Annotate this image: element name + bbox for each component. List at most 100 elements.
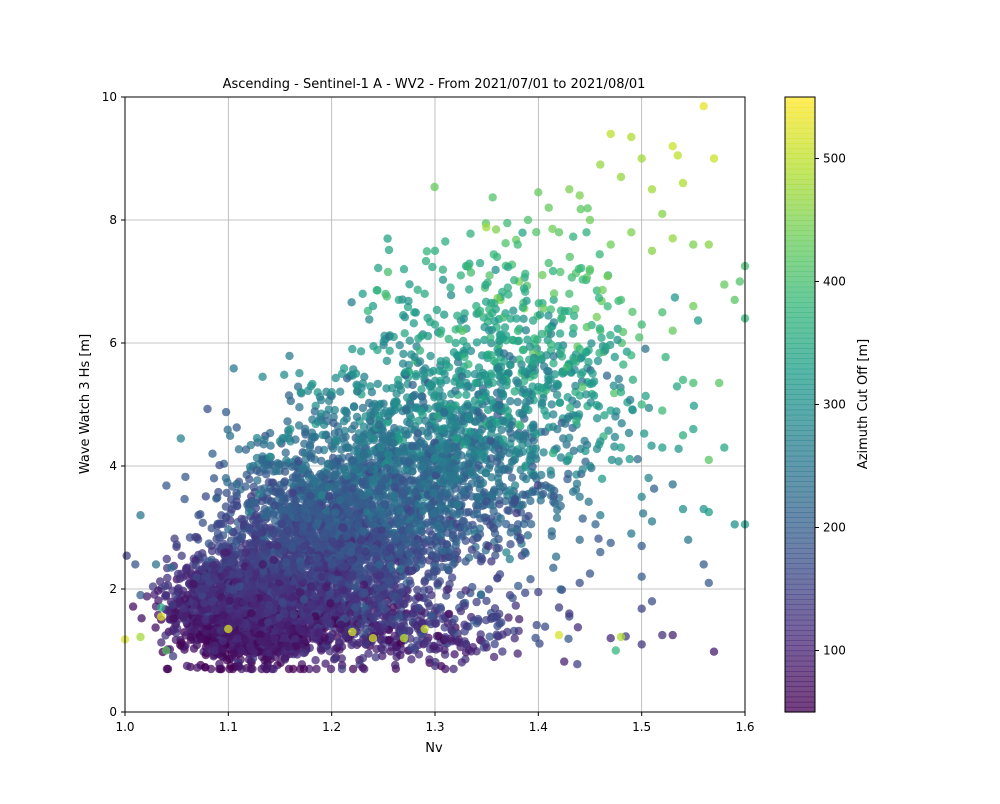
data-point (673, 382, 681, 390)
data-point (566, 253, 574, 261)
data-point (531, 634, 539, 642)
data-point (151, 623, 159, 631)
data-point (440, 311, 448, 319)
data-point (169, 652, 177, 660)
data-point (483, 279, 491, 287)
data-point (365, 315, 373, 323)
data-point (379, 646, 387, 654)
data-point (443, 586, 451, 594)
data-point (626, 455, 634, 463)
data-point (476, 259, 484, 267)
data-point (230, 364, 238, 372)
data-point (301, 425, 309, 433)
data-point (374, 380, 382, 388)
data-point (553, 514, 561, 522)
data-point (485, 585, 493, 593)
data-point (511, 387, 519, 395)
data-point (280, 371, 288, 379)
data-point (383, 292, 391, 300)
data-point (205, 539, 213, 547)
data-point (178, 552, 186, 560)
data-point (181, 473, 189, 481)
data-point (396, 341, 404, 349)
data-point (262, 470, 270, 478)
data-point (329, 419, 337, 427)
data-point (462, 391, 470, 399)
data-point (308, 415, 316, 423)
data-point (436, 330, 444, 338)
data-point (157, 638, 165, 646)
data-point (458, 658, 466, 666)
data-point (603, 372, 611, 380)
data-point (569, 233, 577, 241)
data-point (448, 627, 456, 635)
data-point (537, 496, 545, 504)
data-point (615, 457, 623, 465)
data-point (383, 357, 391, 365)
data-point (425, 556, 433, 564)
data-point (504, 613, 512, 621)
data-point (317, 457, 325, 465)
data-point (534, 481, 542, 489)
data-point (391, 661, 399, 669)
data-point (428, 263, 436, 271)
data-point (498, 647, 506, 655)
data-point (329, 444, 337, 452)
data-point (593, 313, 601, 321)
data-point (521, 549, 529, 557)
data-point (514, 327, 522, 335)
data-point (253, 434, 261, 442)
data-point (611, 433, 619, 441)
data-point (492, 225, 500, 233)
data-point (137, 614, 145, 622)
data-point (550, 487, 558, 495)
data-point (504, 283, 512, 291)
data-point (549, 449, 557, 457)
data-point (504, 263, 512, 271)
data-point (446, 489, 454, 497)
data-point (585, 498, 593, 506)
data-point (499, 313, 507, 321)
data-point (466, 230, 474, 238)
data-point (449, 665, 457, 673)
data-point (388, 384, 396, 392)
data-point (258, 373, 266, 381)
data-point (417, 560, 425, 568)
data-point (639, 509, 647, 517)
data-point (635, 333, 643, 341)
data-point (472, 598, 480, 606)
data-point (352, 584, 360, 592)
data-point (642, 392, 650, 400)
data-point (405, 280, 413, 288)
data-point (510, 276, 518, 284)
data-point (282, 449, 290, 457)
data-point (180, 495, 188, 503)
data-point (487, 557, 495, 565)
data-point (506, 361, 514, 369)
data-point (604, 302, 612, 310)
data-point (163, 555, 171, 563)
data-point (595, 402, 603, 410)
chart-title: Ascending - Sentinel-1 A - WV2 - From 20… (223, 77, 646, 92)
data-point (553, 382, 561, 390)
data-point (549, 564, 557, 572)
data-point (628, 308, 636, 316)
data-point (579, 465, 587, 473)
data-point (242, 446, 250, 454)
data-point (650, 485, 658, 493)
data-point (421, 417, 429, 425)
data-point (511, 634, 519, 642)
data-point (579, 275, 587, 283)
data-point (226, 432, 234, 440)
data-point (306, 441, 314, 449)
data-point (618, 419, 626, 427)
data-point (202, 492, 210, 500)
data-point (597, 334, 605, 342)
data-point (671, 293, 679, 301)
data-point (401, 313, 409, 321)
data-point (515, 337, 523, 345)
data-point (501, 239, 509, 247)
data-point (539, 448, 547, 456)
